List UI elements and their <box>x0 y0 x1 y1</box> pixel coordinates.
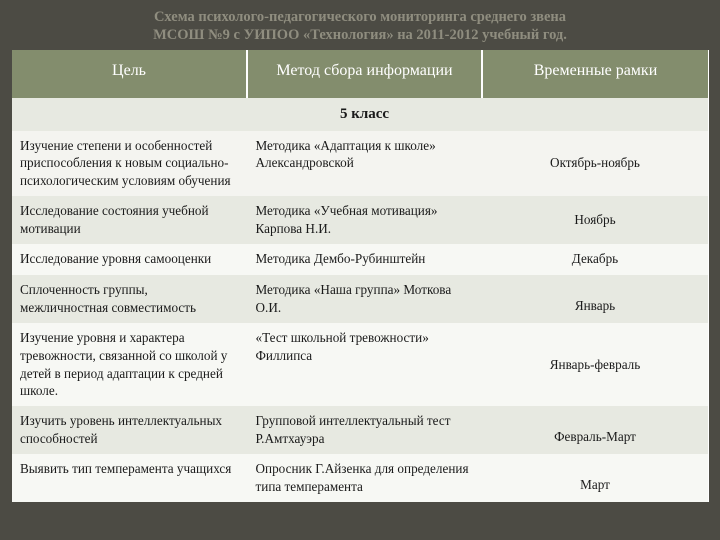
table-row: Исследование состояния учебной мотивации… <box>12 196 708 244</box>
header-time: Временные рамки <box>482 50 708 98</box>
page-title: Схема психолого-педагогического монитори… <box>12 8 708 44</box>
cell-method: Групповой интеллектуальный тест Р.Амтхау… <box>247 406 482 454</box>
title-line-2: МСОШ №9 с УИПОО «Технология» на 2011-201… <box>52 26 668 44</box>
cell-time: Ноябрь <box>482 196 708 244</box>
cell-goal: Изучить уровень интеллектуальных способн… <box>12 406 247 454</box>
cell-method: Методика «Наша группа» Моткова О.И. <box>247 275 482 323</box>
cell-method: Методика Дембо-Рубинштейн <box>247 244 482 276</box>
cell-time: Январь <box>482 275 708 323</box>
cell-goal: Изучение степени и особенностей приспосо… <box>12 131 247 196</box>
table-row: Изучение уровня и характера тревожности,… <box>12 323 708 406</box>
cell-time: Февраль-Март <box>482 406 708 454</box>
cell-time: Декабрь <box>482 244 708 276</box>
cell-goal: Выявить тип темперамента учащихся <box>12 454 247 502</box>
cell-time: Октябрь-ноябрь <box>482 131 708 196</box>
table-header-row: Цель Метод сбора информации Временные ра… <box>12 50 708 98</box>
cell-method: Опросник Г.Айзенка для определения типа … <box>247 454 482 502</box>
table-row: Изучение степени и особенностей приспосо… <box>12 131 708 196</box>
section-empty-left <box>12 98 247 130</box>
table-row: Сплоченность группы, межличностная совме… <box>12 275 708 323</box>
cell-goal: Исследование уровня самооценки <box>12 244 247 276</box>
section-row: 5 класс <box>12 98 708 130</box>
table-body: 5 класс Изучение степени и особенностей … <box>12 98 708 501</box>
section-empty-right <box>482 98 708 130</box>
table-row: Исследование уровня самооценкиМетодика Д… <box>12 244 708 276</box>
cell-time: Март <box>482 454 708 502</box>
cell-method: «Тест школьной тревожности» Филлипса <box>247 323 482 406</box>
page: Схема психолого-педагогического монитори… <box>0 0 720 540</box>
header-goal: Цель <box>12 50 247 98</box>
cell-time: Январь-февраль <box>482 323 708 406</box>
cell-goal: Изучение уровня и характера тревожности,… <box>12 323 247 406</box>
title-line-1: Схема психолого-педагогического монитори… <box>52 8 668 26</box>
table-row: Выявить тип темперамента учащихсяОпросни… <box>12 454 708 502</box>
cell-goal: Сплоченность группы, межличностная совме… <box>12 275 247 323</box>
section-label: 5 класс <box>247 98 482 130</box>
table-row: Изучить уровень интеллектуальных способн… <box>12 406 708 454</box>
cell-method: Методика «Учебная мотивация» Карпова Н.И… <box>247 196 482 244</box>
cell-method: Методика «Адаптация к школе» Александров… <box>247 131 482 196</box>
monitoring-table: Цель Метод сбора информации Временные ра… <box>12 50 709 501</box>
cell-goal: Исследование состояния учебной мотивации <box>12 196 247 244</box>
header-method: Метод сбора информации <box>247 50 482 98</box>
